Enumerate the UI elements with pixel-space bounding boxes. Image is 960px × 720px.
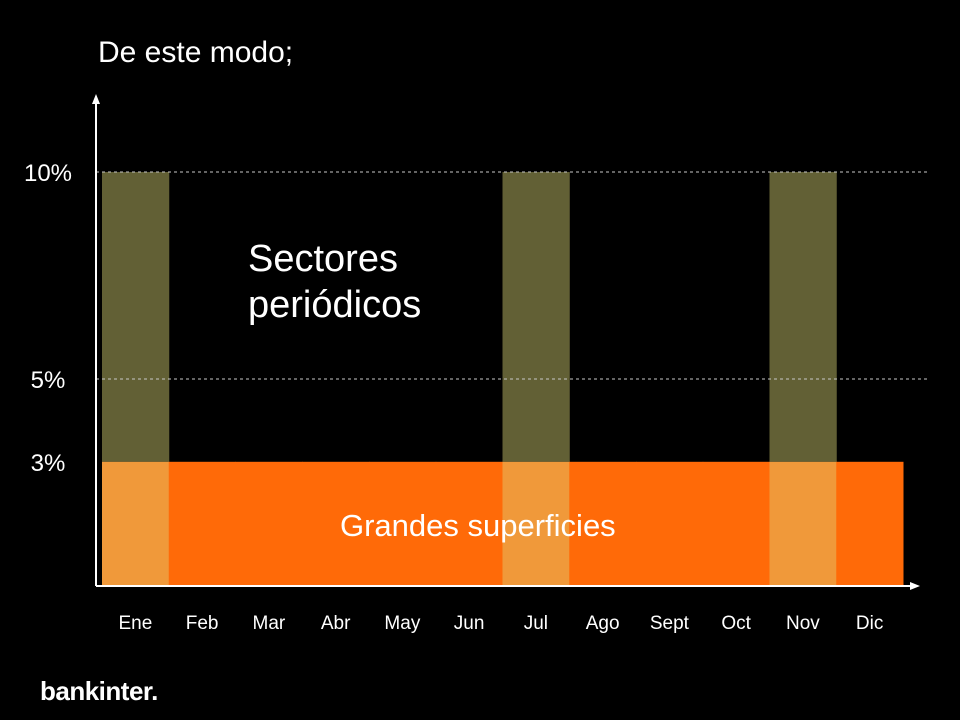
bars-group xyxy=(102,172,904,586)
bar-grandes-ene xyxy=(102,461,170,586)
x-tick-label-sept: Sept xyxy=(650,613,690,634)
bar-grandes-dic xyxy=(836,461,904,586)
x-tick-label-nov: Nov xyxy=(786,613,820,634)
bar-grandes-sept xyxy=(636,461,704,586)
bar-periodic-ene xyxy=(102,172,170,462)
x-tick-label-jun: Jun xyxy=(454,613,485,634)
bar-grandes-jul xyxy=(502,461,570,586)
x-tick-label-jul: Jul xyxy=(524,613,548,634)
bar-periodic-nov xyxy=(769,172,837,462)
bar-grandes-may xyxy=(369,461,437,586)
x-tick-label-oct: Oct xyxy=(721,613,751,634)
x-tick-label-abr: Abr xyxy=(321,613,351,634)
bar-grandes-ago xyxy=(569,461,637,586)
y-tick-label-3: 3% xyxy=(31,450,66,477)
x-tick-label-dic: Dic xyxy=(856,613,883,634)
x-tick-label-ene: Ene xyxy=(118,613,152,634)
bar-grandes-nov xyxy=(769,461,837,586)
x-axis-arrow xyxy=(910,582,920,590)
bar-grandes-feb xyxy=(168,461,236,586)
x-tick-label-may: May xyxy=(384,613,420,634)
annotation-sectores-periodicos: Sectores periódicos xyxy=(248,238,422,326)
bar-periodic-jul xyxy=(502,172,570,462)
x-tick-labels: Ene Feb Mar Abr May Jun Jul Ago Sept Oct Nov Dic xyxy=(118,613,883,634)
bar-grandes-jun xyxy=(435,461,503,586)
axes xyxy=(92,94,920,590)
y-tick-labels: 10% 5% 3% xyxy=(24,160,72,477)
annotation-grandes-superficies: Grandes superficies xyxy=(340,508,616,543)
x-tick-label-feb: Feb xyxy=(186,613,219,634)
x-tick-label-ago: Ago xyxy=(586,613,620,634)
slide-title: De este modo; xyxy=(98,36,294,69)
bar-grandes-oct xyxy=(702,461,770,586)
y-axis-arrow xyxy=(92,94,100,104)
bar-grandes-abr xyxy=(302,461,370,586)
bankinter-logo: bankinter. xyxy=(40,676,158,706)
bar-grandes-mar xyxy=(235,461,303,586)
x-tick-label-mar: Mar xyxy=(253,613,286,634)
y-tick-label-10: 10% xyxy=(24,160,72,187)
gridlines xyxy=(96,171,928,380)
y-tick-label-5: 5% xyxy=(31,367,66,394)
